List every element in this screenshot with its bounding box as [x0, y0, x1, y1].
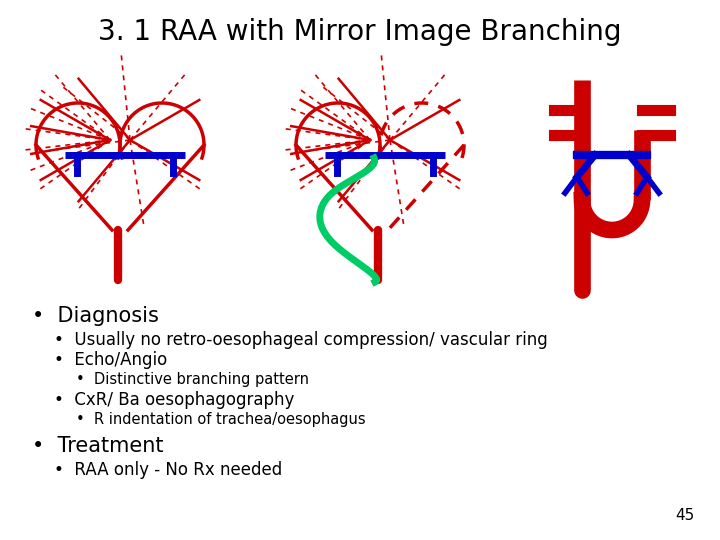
Text: •  Usually no retro-oesophageal compression/ vascular ring: • Usually no retro-oesophageal compressi… [54, 331, 548, 349]
Text: •  Treatment: • Treatment [32, 435, 164, 456]
Text: •  RAA only - No Rx needed: • RAA only - No Rx needed [54, 461, 282, 479]
Text: •  CxR/ Ba oesophagography: • CxR/ Ba oesophagography [54, 390, 294, 409]
Text: •  Distinctive branching pattern: • Distinctive branching pattern [76, 372, 309, 387]
Text: 45: 45 [675, 508, 695, 523]
Text: •  R indentation of trachea/oesophagus: • R indentation of trachea/oesophagus [76, 411, 365, 427]
Text: •  Diagnosis: • Diagnosis [32, 306, 159, 326]
Text: •  Echo/Angio: • Echo/Angio [54, 351, 167, 369]
Text: 3. 1 RAA with Mirror Image Branching: 3. 1 RAA with Mirror Image Branching [98, 18, 622, 46]
